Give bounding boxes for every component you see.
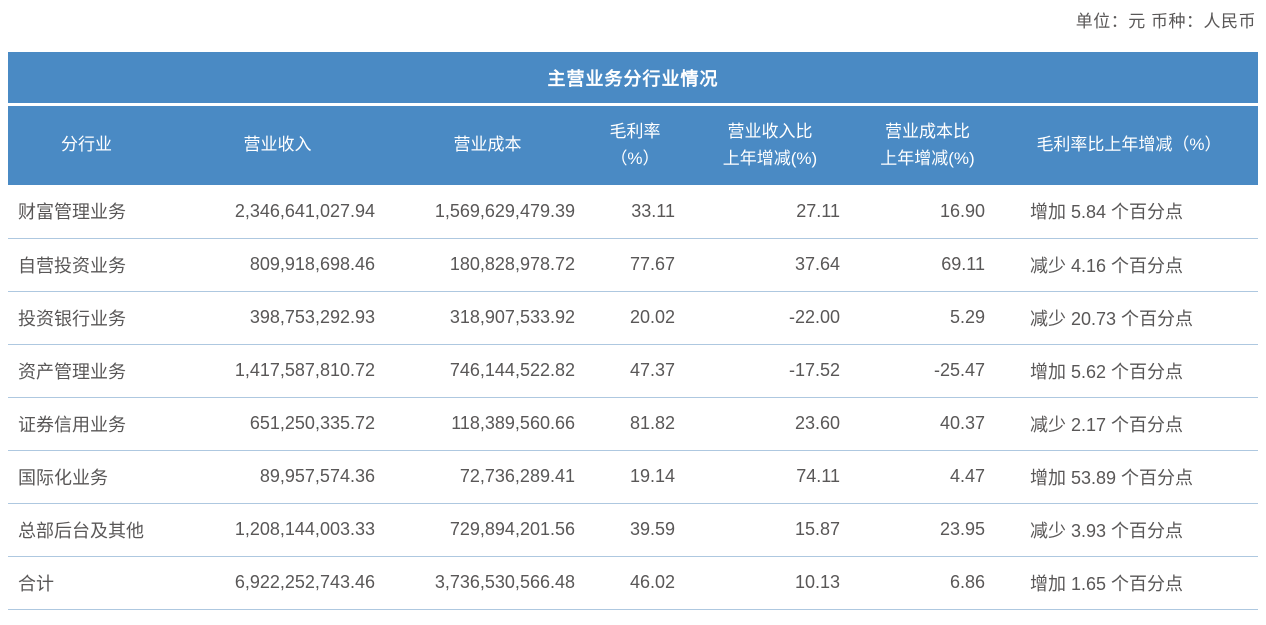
table-row: 财富管理业务 2,346,641,027.94 1,569,629,479.39…: [8, 185, 1258, 239]
cell-cost-yoy: 40.37: [855, 397, 1000, 451]
cell-revenue: 89,957,574.36: [165, 450, 390, 504]
cell-cost: 72,736,289.41: [390, 450, 585, 504]
cell-gross-margin: 20.02: [585, 291, 685, 345]
header-gross-margin-yoy: 毛利率比上年增减（%）: [1000, 106, 1258, 185]
cell-industry: 国际化业务: [8, 450, 165, 504]
cell-cost-yoy: 23.95: [855, 503, 1000, 557]
cell-revenue: 1,417,587,810.72: [165, 344, 390, 398]
cell-revenue: 651,250,335.72: [165, 397, 390, 451]
cell-gross-margin: 47.37: [585, 344, 685, 398]
table-title-bar: 主营业务分行业情况: [8, 52, 1258, 103]
cell-revenue-yoy: 23.60: [685, 397, 855, 451]
cell-cost: 3,736,530,566.48: [390, 556, 585, 610]
header-industry: 分行业: [8, 106, 165, 185]
cell-gross-margin: 81.82: [585, 397, 685, 451]
cell-revenue: 809,918,698.46: [165, 238, 390, 292]
header-row: 分行业 营业收入 营业成本 毛利率 （%） 营业收入比 上年增减(%): [8, 106, 1258, 185]
header-gross-margin-label2: （%）: [610, 148, 660, 168]
header-gross-margin-label: 毛利率: [609, 122, 661, 142]
cell-gross-margin-yoy: 增加 1.65 个百分点: [1000, 556, 1258, 610]
header-industry-label: 分行业: [61, 135, 112, 155]
cell-cost: 1,569,629,479.39: [390, 185, 585, 239]
cell-revenue-yoy: 37.64: [685, 238, 855, 292]
cell-gross-margin-yoy: 减少 20.73 个百分点: [1000, 291, 1258, 345]
cell-cost-yoy: 5.29: [855, 291, 1000, 345]
cell-revenue: 1,208,144,003.33: [165, 503, 390, 557]
industry-data-table: 分行业 营业收入 营业成本 毛利率 （%） 营业收入比 上年增减(%): [8, 106, 1258, 610]
cell-cost-yoy: -25.47: [855, 344, 1000, 398]
cell-revenue-yoy: 15.87: [685, 503, 855, 557]
cell-gross-margin-yoy: 减少 3.93 个百分点: [1000, 503, 1258, 557]
header-cost-yoy-label: 营业成本比: [885, 122, 970, 142]
cell-cost: 729,894,201.56: [390, 503, 585, 557]
header-gross-margin: 毛利率 （%）: [585, 106, 685, 185]
header-revenue: 营业收入: [165, 106, 390, 185]
cell-cost-yoy: 6.86: [855, 556, 1000, 610]
header-cost: 营业成本: [390, 106, 585, 185]
unit-currency-note: 单位：元 币种：人民币: [1075, 12, 1256, 31]
cell-revenue-yoy: 74.11: [685, 450, 855, 504]
cell-gross-margin: 19.14: [585, 450, 685, 504]
header-cost-label: 营业成本: [453, 135, 522, 155]
header-cost-yoy: 营业成本比 上年增减(%): [855, 106, 1000, 185]
table-row: 证券信用业务 651,250,335.72 118,389,560.66 81.…: [8, 397, 1258, 451]
cell-industry: 总部后台及其他: [8, 503, 165, 557]
header-revenue-yoy: 营业收入比 上年增减(%): [685, 106, 855, 185]
header-revenue-yoy-label: 营业收入比: [727, 122, 813, 142]
cell-gross-margin: 46.02: [585, 556, 685, 610]
cell-revenue: 398,753,292.93: [165, 291, 390, 345]
cell-revenue-yoy: -22.00: [685, 291, 855, 345]
cell-cost-yoy: 69.11: [855, 238, 1000, 292]
cell-cost: 318,907,533.92: [390, 291, 585, 345]
header-cost-yoy-label2: 上年增减(%): [880, 148, 975, 168]
cell-gross-margin-yoy: 减少 2.17 个百分点: [1000, 397, 1258, 451]
cell-revenue: 2,346,641,027.94: [165, 185, 390, 239]
main-business-table: 主营业务分行业情况 分行业 营业收入 营业成本: [8, 52, 1258, 610]
title-header-divider: [8, 103, 1258, 106]
cell-cost-yoy: 4.47: [855, 450, 1000, 504]
table-row-total: 合计 6,922,252,743.46 3,736,530,566.48 46.…: [8, 556, 1258, 610]
header-gross-margin-yoy-label: 毛利率比上年增减（%）: [1036, 135, 1222, 155]
cell-revenue-yoy: 27.11: [685, 185, 855, 239]
cell-industry: 财富管理业务: [8, 185, 165, 239]
table-row: 资产管理业务 1,417,587,810.72 746,144,522.82 4…: [8, 344, 1258, 398]
cell-gross-margin: 77.67: [585, 238, 685, 292]
cell-gross-margin-yoy: 增加 5.84 个百分点: [1000, 185, 1258, 239]
table-title: 主营业务分行业情况: [547, 68, 719, 89]
cell-gross-margin-yoy: 减少 4.16 个百分点: [1000, 238, 1258, 292]
cell-gross-margin-yoy: 增加 53.89 个百分点: [1000, 450, 1258, 504]
table-row: 自营投资业务 809,918,698.46 180,828,978.72 77.…: [8, 238, 1258, 292]
cell-gross-margin-yoy: 增加 5.62 个百分点: [1000, 344, 1258, 398]
cell-cost: 118,389,560.66: [390, 397, 585, 451]
cell-industry: 证券信用业务: [8, 397, 165, 451]
table-row: 投资银行业务 398,753,292.93 318,907,533.92 20.…: [8, 291, 1258, 345]
cell-industry: 合计: [8, 556, 165, 610]
cell-gross-margin: 39.59: [585, 503, 685, 557]
cell-cost-yoy: 16.90: [855, 185, 1000, 239]
cell-gross-margin: 33.11: [585, 185, 685, 239]
table-row: 总部后台及其他 1,208,144,003.33 729,894,201.56 …: [8, 503, 1258, 557]
cell-cost: 746,144,522.82: [390, 344, 585, 398]
cell-revenue-yoy: 10.13: [685, 556, 855, 610]
cell-industry: 自营投资业务: [8, 238, 165, 292]
header-revenue-label: 营业收入: [243, 135, 312, 155]
cell-industry: 投资银行业务: [8, 291, 165, 345]
header-revenue-yoy-label2: 上年增减(%): [722, 148, 818, 168]
cell-revenue: 6,922,252,743.46: [165, 556, 390, 610]
cell-cost: 180,828,978.72: [390, 238, 585, 292]
cell-revenue-yoy: -17.52: [685, 344, 855, 398]
cell-industry: 资产管理业务: [8, 344, 165, 398]
table-row: 国际化业务 89,957,574.36 72,736,289.41 19.14 …: [8, 450, 1258, 504]
